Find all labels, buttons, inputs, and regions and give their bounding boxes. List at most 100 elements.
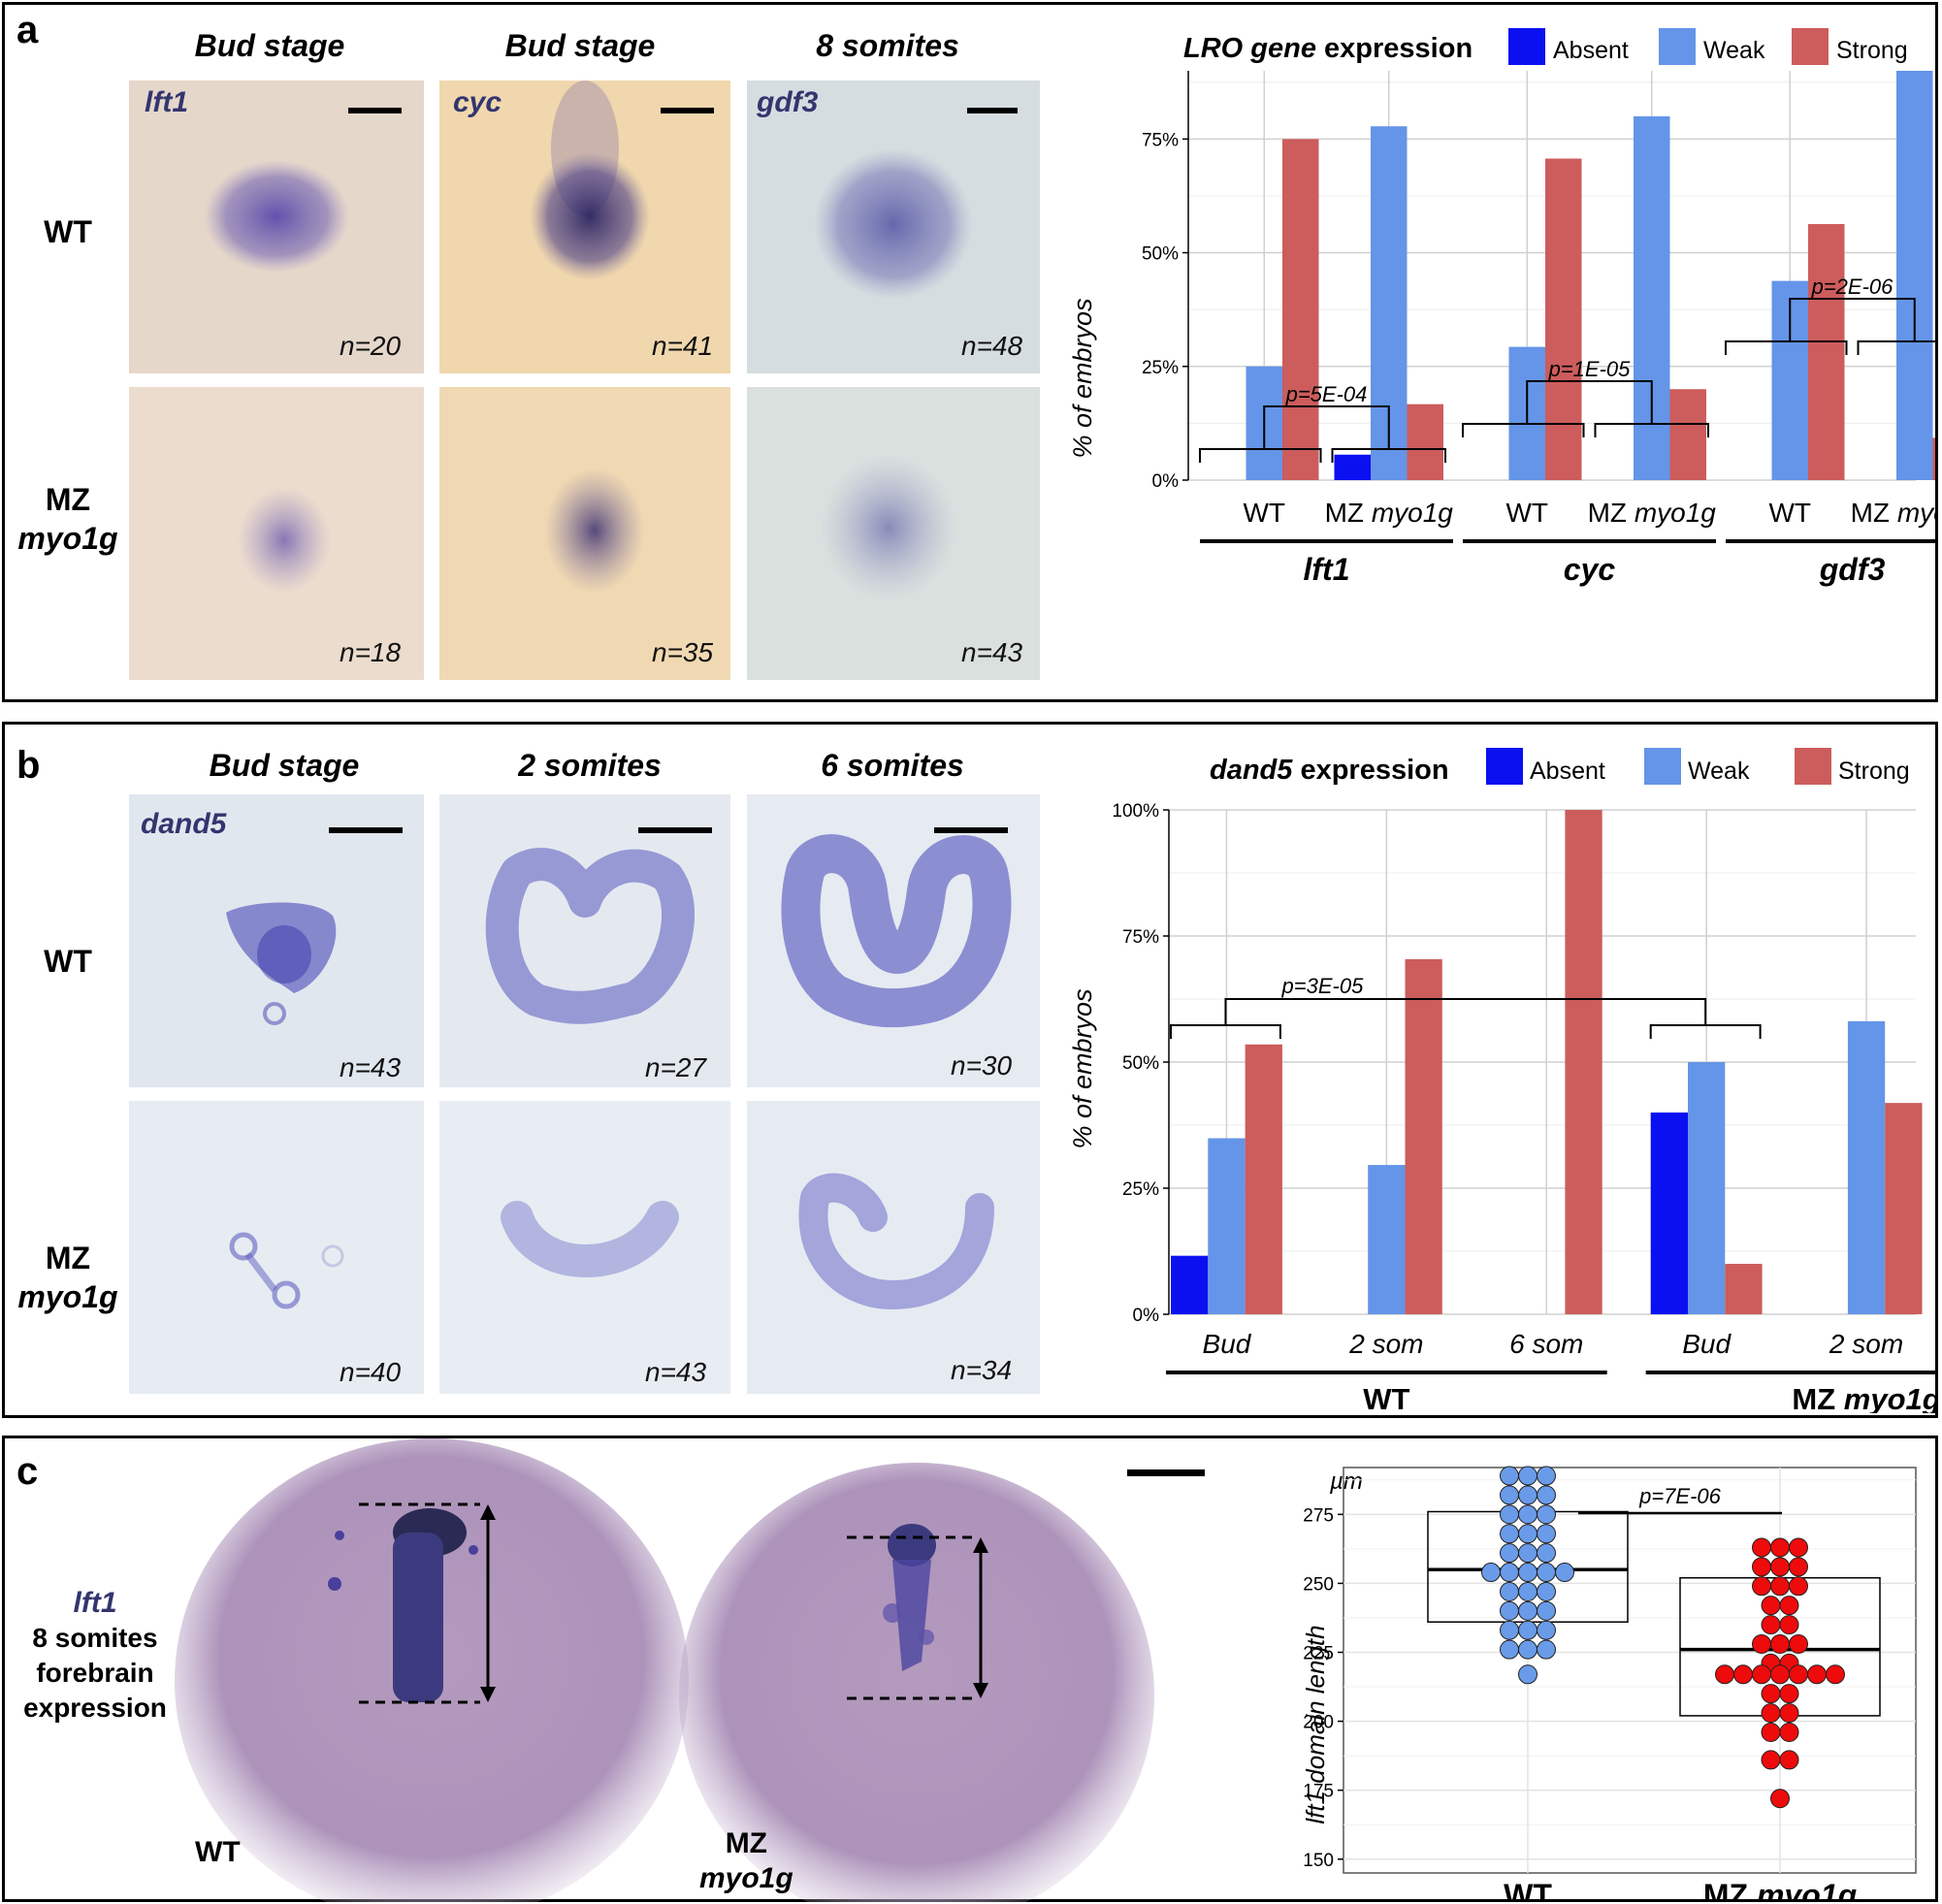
n-count: n=20 [340, 331, 402, 361]
row-label-wt: WT [44, 214, 92, 249]
panel-c-desc-1: 8 somites [32, 1623, 158, 1653]
sig-bracket [1170, 1024, 1281, 1039]
panel-c-desc-2: forebrain [36, 1658, 154, 1688]
micrograph-a-wt-cyc [439, 81, 730, 373]
x-tick-label: WT [1768, 498, 1811, 528]
data-point [1500, 1543, 1519, 1564]
legend-title-b: dand5 expression [1210, 755, 1449, 786]
row-label-mz: MZ myo1g [15, 480, 121, 558]
bar-weak [1208, 1138, 1246, 1314]
y-tick-label: 25% [1142, 358, 1179, 378]
sig-bracket [1224, 998, 1707, 1025]
data-point [1770, 1576, 1790, 1597]
gene-label-cyc: cyc [453, 86, 502, 118]
gene-label-dand5: dand5 [141, 808, 227, 840]
data-point [1715, 1664, 1734, 1685]
p-value-label: p=1E-05 [1548, 357, 1632, 381]
n-count: n=34 [951, 1355, 1013, 1385]
data-point [1537, 1639, 1556, 1660]
gene-label-lft1: lft1 [145, 86, 188, 118]
y-tick-label: 0% [1152, 471, 1180, 492]
legend-label-weak: Weak [1703, 37, 1765, 64]
bar-absent [1334, 454, 1371, 480]
y-tick-label: 250 [1303, 1574, 1334, 1595]
embryo-mz [679, 1463, 1154, 1902]
x-tick-label: Bud [1682, 1329, 1732, 1359]
micrograph-b-mz-6som [747, 1101, 1040, 1394]
sig-bracket [1649, 1024, 1762, 1039]
legend-swatch-weak [1644, 748, 1681, 785]
bar-weak [1368, 1165, 1406, 1314]
x-tick-label: MZ myo1g [1325, 498, 1454, 528]
legend-swatch-absent [1486, 748, 1523, 785]
group-label: gdf3 [1819, 552, 1886, 587]
bar-weak [1634, 115, 1670, 480]
data-point [1537, 1524, 1556, 1544]
data-point [1752, 1557, 1771, 1577]
legend-title-a: LRO gene expression [1183, 33, 1473, 64]
data-point [1779, 1703, 1799, 1724]
bar-strong [1808, 224, 1845, 480]
row-label-mz-line2: myo1g [17, 1279, 118, 1314]
x-tick-label: WT [1504, 1878, 1552, 1902]
n-count: n=48 [961, 331, 1023, 361]
micrograph-b-mz-2som [439, 1101, 730, 1394]
panel-c: c [2, 1436, 1938, 1902]
data-point [1518, 1581, 1537, 1601]
data-point [1555, 1563, 1574, 1583]
scale-bar [329, 827, 403, 833]
lft1-stain-wt [328, 1508, 478, 1702]
bar-absent [1650, 1113, 1688, 1314]
data-point [1807, 1664, 1827, 1685]
micrograph-a-wt-lft1 [129, 81, 424, 373]
data-point [1752, 1633, 1771, 1654]
data-point [1518, 1563, 1537, 1583]
data-point [1518, 1485, 1537, 1505]
scale-bar [967, 108, 1018, 113]
embryo-label-mz-2: myo1g [699, 1862, 793, 1894]
y-axis-label-b: % of embryos [1068, 988, 1097, 1148]
data-point [1537, 1581, 1556, 1601]
legend-swatch-weak [1659, 28, 1696, 65]
data-point [1518, 1664, 1537, 1685]
legend-label-absent: Absent [1553, 37, 1629, 64]
row-label-wt: WT [44, 944, 92, 979]
data-point [1481, 1563, 1501, 1583]
col-title-2: 2 somites [518, 748, 662, 783]
data-point [1537, 1543, 1556, 1564]
data-point [1761, 1703, 1781, 1724]
data-point [1779, 1722, 1799, 1742]
legend-swatch-strong [1795, 748, 1831, 785]
legend-label-absent: Absent [1530, 758, 1605, 785]
legend-label-strong: Strong [1836, 37, 1908, 64]
data-point [1789, 1537, 1808, 1558]
n-count: n=43 [645, 1357, 707, 1387]
data-point [1537, 1466, 1556, 1486]
data-point [1500, 1524, 1519, 1544]
x-tick-label: MZ myo1g [1851, 498, 1935, 528]
data-point [1500, 1563, 1519, 1583]
n-count: n=43 [961, 637, 1023, 667]
data-point [1770, 1537, 1790, 1558]
x-tick-label: 6 som [1509, 1329, 1583, 1359]
micrograph-a-wt-gdf3 [747, 81, 1040, 373]
data-point [1537, 1504, 1556, 1525]
n-count: n=30 [951, 1050, 1013, 1081]
x-tick-label: MZ myo1g [1703, 1878, 1857, 1902]
data-point [1779, 1684, 1799, 1704]
legend-swatch-absent [1508, 28, 1545, 65]
micrograph-a-mz-gdf3 [747, 387, 1040, 680]
data-point [1518, 1639, 1537, 1660]
y-axis-label-a: % of embryos [1068, 298, 1097, 458]
bar-absent [1171, 1255, 1209, 1314]
y-tick-label: 275 [1303, 1505, 1334, 1526]
group-label: cyc [1564, 552, 1616, 587]
x-tick-label: WT [1505, 498, 1548, 528]
bar-weak [1847, 1020, 1886, 1314]
chart-c: lft1 domain length µm 150 175 200 225 250 275… [1301, 1466, 1917, 1902]
p-value-label: p=2E-06 [1811, 274, 1894, 299]
data-point [1761, 1615, 1781, 1635]
data-point [1500, 1620, 1519, 1640]
data-point [1537, 1485, 1556, 1505]
x-tick-label: Bud [1203, 1329, 1252, 1359]
